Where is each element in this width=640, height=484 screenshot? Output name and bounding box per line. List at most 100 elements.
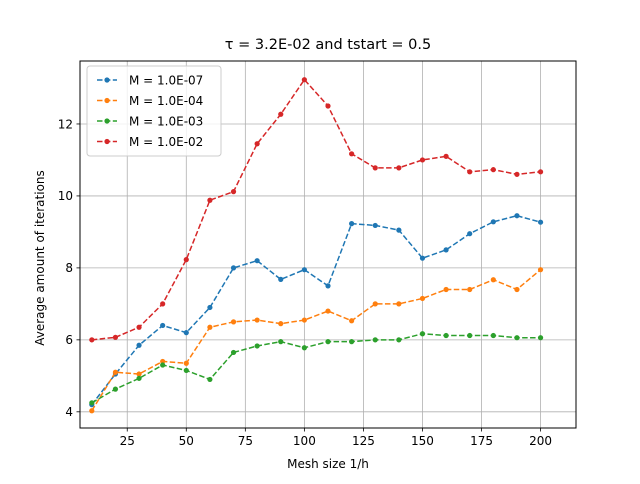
data-point bbox=[183, 360, 189, 366]
legend-swatch-marker bbox=[104, 138, 110, 145]
data-point bbox=[396, 227, 402, 233]
data-point bbox=[301, 345, 307, 351]
x-tick-label: 150 bbox=[411, 434, 434, 448]
data-point bbox=[372, 337, 378, 343]
plot-frame bbox=[79, 60, 577, 429]
y-tick-label: 8 bbox=[65, 261, 73, 275]
data-point bbox=[254, 258, 260, 264]
axis-ticks: 25 50 75 100 125 150 175 200 4 6 8 10 12 bbox=[58, 117, 552, 448]
data-point bbox=[278, 321, 284, 327]
data-point bbox=[443, 247, 449, 253]
data-point bbox=[254, 141, 260, 147]
data-point bbox=[301, 77, 307, 83]
data-point bbox=[301, 267, 307, 273]
data-point bbox=[254, 317, 260, 323]
data-point bbox=[419, 295, 426, 302]
data-point bbox=[230, 319, 237, 325]
x-tick-label: 100 bbox=[293, 434, 316, 448]
data-point bbox=[349, 221, 355, 227]
data-point bbox=[112, 334, 119, 340]
data-point bbox=[136, 375, 142, 381]
data-point bbox=[419, 331, 426, 337]
data-point bbox=[467, 332, 473, 339]
legend: M = 1.0E-07 M = 1.0E-04 M = 1.0E-03 M = 1.0… bbox=[86, 65, 222, 157]
legend-swatch-marker bbox=[104, 77, 110, 83]
y-tick-label: 6 bbox=[65, 333, 73, 347]
data-point bbox=[325, 283, 331, 289]
data-point bbox=[396, 337, 402, 343]
data-point bbox=[443, 332, 449, 339]
data-point bbox=[183, 330, 189, 336]
data-point bbox=[467, 286, 473, 293]
data-point bbox=[207, 324, 213, 330]
y-axis-label: Average amount of iterations bbox=[33, 170, 47, 346]
grid-lines bbox=[80, 61, 576, 428]
data-point bbox=[490, 332, 496, 339]
data-point bbox=[278, 276, 284, 283]
x-tick-label: 125 bbox=[352, 434, 375, 448]
legend-label: M = 1.0E-07 bbox=[129, 74, 203, 88]
data-point bbox=[230, 349, 237, 356]
data-point bbox=[537, 267, 544, 273]
chart-title: τ = 3.2E-02 and tstart = 0.5 bbox=[225, 37, 431, 53]
data-point bbox=[372, 301, 378, 307]
legend-label: M = 1.0E-04 bbox=[129, 94, 203, 108]
data-point bbox=[419, 157, 426, 163]
data-point bbox=[112, 386, 119, 392]
series-line bbox=[91, 269, 542, 412]
data-point bbox=[325, 339, 331, 345]
data-point bbox=[230, 265, 237, 271]
x-tick-label: 200 bbox=[529, 434, 552, 448]
data-point bbox=[396, 165, 402, 171]
series-4 bbox=[89, 77, 544, 343]
data-point bbox=[325, 308, 331, 314]
series-2 bbox=[89, 267, 544, 414]
data-point bbox=[183, 367, 189, 374]
data-point bbox=[89, 337, 95, 343]
data-point bbox=[301, 317, 307, 323]
legend-item: M = 1.0E-07 bbox=[97, 74, 203, 88]
data-point bbox=[349, 151, 355, 157]
data-point bbox=[160, 362, 166, 368]
data-point bbox=[136, 342, 142, 348]
y-tick-label: 10 bbox=[58, 189, 73, 203]
data-point bbox=[514, 171, 520, 177]
data-point bbox=[325, 103, 331, 109]
data-point bbox=[419, 255, 426, 261]
data-point bbox=[514, 335, 520, 341]
data-point bbox=[160, 301, 166, 307]
data-point bbox=[278, 111, 284, 117]
data-point bbox=[467, 169, 473, 175]
y-tick-label: 4 bbox=[65, 405, 73, 419]
data-point bbox=[443, 286, 449, 293]
x-tick-label: 50 bbox=[179, 434, 194, 448]
series-3 bbox=[89, 331, 544, 406]
data-point bbox=[230, 189, 237, 195]
data-point bbox=[160, 358, 166, 365]
data-point bbox=[278, 339, 284, 345]
data-point bbox=[207, 304, 213, 311]
data-point bbox=[372, 222, 378, 229]
data-point bbox=[89, 400, 95, 406]
data-point bbox=[443, 153, 449, 159]
x-tick-label: 75 bbox=[238, 434, 253, 448]
data-point bbox=[183, 257, 189, 263]
data-point bbox=[490, 167, 496, 173]
data-point bbox=[537, 219, 544, 225]
x-axis-label: Mesh size 1/h bbox=[287, 457, 369, 471]
data-point bbox=[514, 213, 520, 219]
series-line bbox=[91, 78, 541, 341]
series-line bbox=[91, 214, 541, 406]
data-point bbox=[349, 318, 355, 324]
legend-item: M = 1.0E-04 bbox=[97, 94, 203, 108]
series-layer bbox=[89, 77, 544, 414]
data-point bbox=[254, 343, 260, 349]
data-point bbox=[112, 369, 119, 375]
legend-swatch-marker bbox=[104, 97, 110, 104]
data-point bbox=[514, 286, 520, 293]
data-point bbox=[89, 408, 95, 414]
data-point bbox=[396, 301, 402, 307]
data-point bbox=[349, 339, 355, 345]
x-tick-label: 175 bbox=[470, 434, 493, 448]
y-tick-label: 12 bbox=[58, 117, 73, 131]
